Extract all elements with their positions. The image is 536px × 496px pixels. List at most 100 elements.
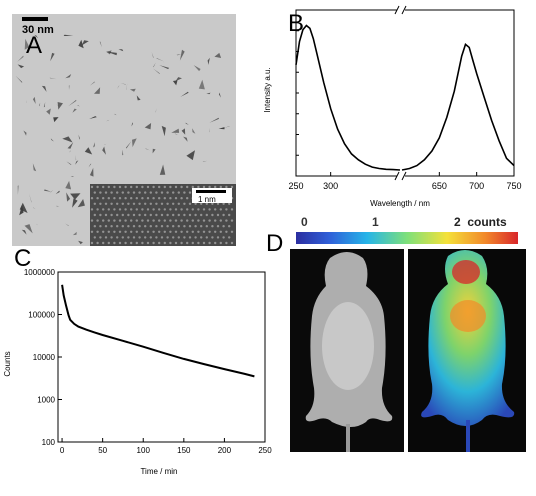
lattice-dot xyxy=(200,236,202,238)
lattice-dot xyxy=(105,191,107,193)
lattice-dot xyxy=(141,231,143,233)
lattice-dot xyxy=(158,219,160,221)
lattice-dot xyxy=(116,203,118,205)
lattice-dot xyxy=(180,208,182,210)
lattice-dot xyxy=(200,225,202,227)
y-tick-label: 100000 xyxy=(28,311,55,320)
lattice-dot xyxy=(141,197,143,199)
lattice-dot xyxy=(108,197,110,199)
lattice-dot xyxy=(200,214,202,216)
lattice-dot xyxy=(91,219,93,221)
tem-image: 30 nm 1 nm xyxy=(12,14,236,246)
lattice-dot xyxy=(102,208,104,210)
lattice-dot xyxy=(141,219,143,221)
lattice-dot xyxy=(155,191,157,193)
lattice-dot xyxy=(105,236,107,238)
y-tick-label: 10000 xyxy=(33,353,56,362)
lattice-dot xyxy=(116,225,118,227)
lattice-dot xyxy=(186,219,188,221)
lattice-dot xyxy=(113,208,115,210)
lattice-dot xyxy=(231,242,233,244)
lattice-dot xyxy=(203,242,205,244)
lattice-dot xyxy=(197,186,199,188)
lattice-dot xyxy=(138,236,140,238)
mouse-photo-highlight xyxy=(322,302,374,390)
lattice-dot xyxy=(144,214,146,216)
lattice-dot xyxy=(178,236,180,238)
lattice-dot xyxy=(124,219,126,221)
imaging-panel: 0 1 2 counts xyxy=(260,206,536,452)
lattice-dot xyxy=(102,231,104,233)
lattice-dot xyxy=(96,208,98,210)
x-tick-label: 250 xyxy=(288,181,303,191)
lattice-dot xyxy=(228,236,230,238)
lattice-dot xyxy=(186,231,188,233)
lattice-dot xyxy=(197,208,199,210)
lattice-dot xyxy=(94,225,96,227)
lattice-dot xyxy=(91,231,93,233)
spectrum-frame xyxy=(296,10,514,176)
lattice-dot xyxy=(166,203,168,205)
lattice-dot xyxy=(141,208,143,210)
panel-label-c: C xyxy=(14,247,31,271)
lattice-dot xyxy=(124,208,126,210)
colorbar-unit-label: 2 counts xyxy=(454,215,507,229)
lattice-dot xyxy=(183,214,185,216)
lattice-dot xyxy=(192,186,194,188)
lattice-dot xyxy=(122,191,124,193)
lattice-dot xyxy=(214,242,216,244)
lattice-dot xyxy=(172,191,174,193)
lattice-dot xyxy=(183,191,185,193)
tem-inset: 1 nm xyxy=(90,184,236,246)
lattice-dot xyxy=(172,203,174,205)
tem-panel: 30 nm 1 nm xyxy=(12,14,236,246)
lattice-dot xyxy=(164,231,166,233)
lattice-dot xyxy=(211,225,213,227)
lattice-dot xyxy=(220,231,222,233)
lattice-dot xyxy=(122,236,124,238)
panel-label-b: B xyxy=(288,12,304,36)
lattice-dot xyxy=(166,225,168,227)
lattice-dot xyxy=(122,214,124,216)
lattice-dot xyxy=(175,242,177,244)
lattice-dot xyxy=(105,203,107,205)
lattice-dot xyxy=(180,219,182,221)
x-tick-label: 700 xyxy=(469,181,484,191)
lattice-dot xyxy=(189,225,191,227)
spectrum-series-1 xyxy=(296,26,400,171)
lattice-dot xyxy=(208,242,210,244)
lattice-dot xyxy=(122,225,124,227)
lattice-dot xyxy=(211,214,213,216)
lattice-dot xyxy=(124,197,126,199)
lattice-dot xyxy=(180,186,182,188)
lattice-dot xyxy=(214,208,216,210)
lattice-dot xyxy=(116,191,118,193)
lattice-dot xyxy=(158,197,160,199)
lattice-dot xyxy=(214,186,216,188)
mouse-fluorescence-hotspot-lower xyxy=(450,300,486,332)
lattice-dot xyxy=(231,186,233,188)
lattice-dot xyxy=(133,191,135,193)
lattice-dot xyxy=(178,191,180,193)
lattice-dot xyxy=(102,242,104,244)
lattice-dot xyxy=(99,236,101,238)
lattice-dot xyxy=(138,225,140,227)
lattice-dot xyxy=(169,208,171,210)
lattice-dot xyxy=(192,208,194,210)
lattice-dot xyxy=(108,208,110,210)
lattice-dot xyxy=(166,191,168,193)
lattice-dot xyxy=(102,186,104,188)
lattice-dot xyxy=(220,208,222,210)
lattice-dot xyxy=(110,191,112,193)
lattice-dot xyxy=(130,219,132,221)
lattice-dot xyxy=(119,197,121,199)
decay-frame xyxy=(58,272,265,442)
lattice-dot xyxy=(194,236,196,238)
lattice-dot xyxy=(158,208,160,210)
lattice-dot xyxy=(138,191,140,193)
lattice-dot xyxy=(99,203,101,205)
lattice-dot xyxy=(155,225,157,227)
mouse-fluorescence-hotspot-upper xyxy=(452,260,480,284)
lattice-dot xyxy=(203,208,205,210)
